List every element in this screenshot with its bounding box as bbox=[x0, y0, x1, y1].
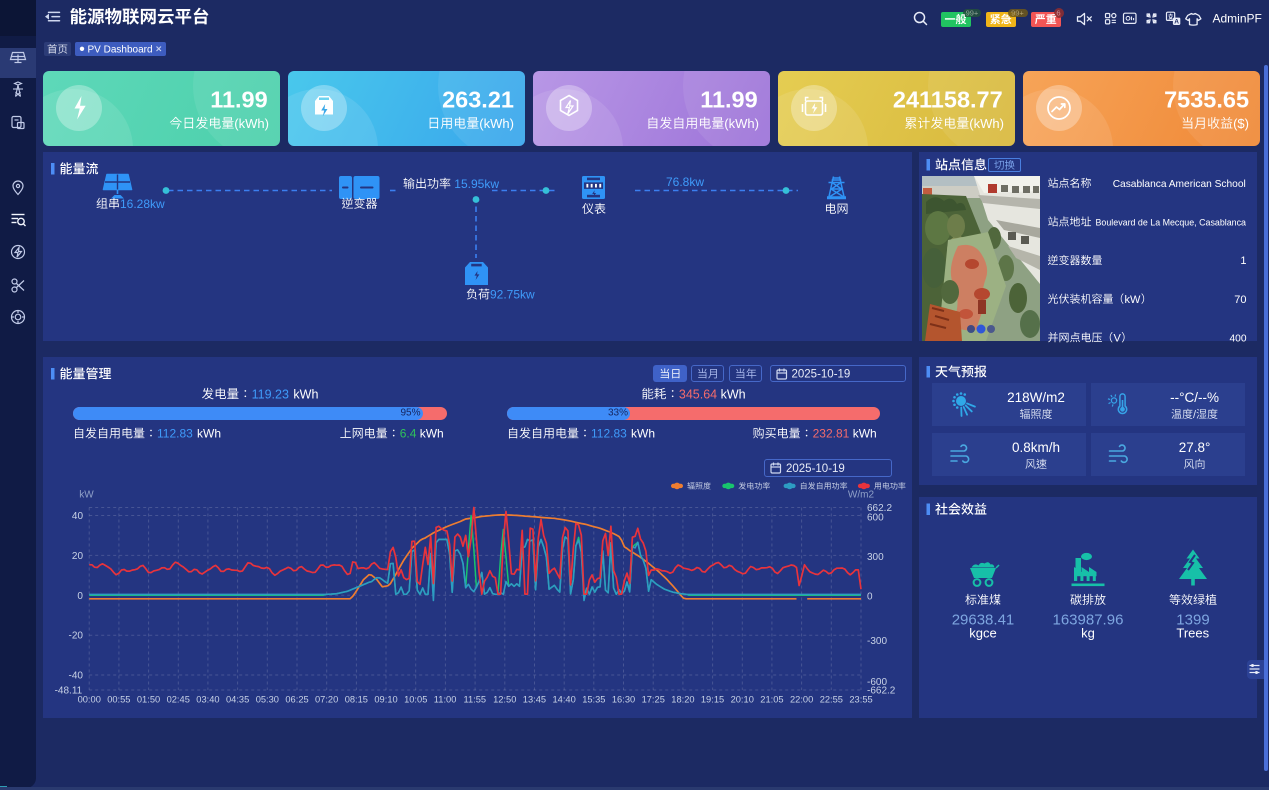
svg-text:-600: -600 bbox=[867, 677, 887, 688]
svg-text:03:40: 03:40 bbox=[196, 695, 219, 705]
svg-text:29638.41: 29638.41 bbox=[952, 612, 1015, 629]
svg-text:15.95kw: 15.95kw bbox=[454, 177, 499, 191]
svg-text:22:55: 22:55 bbox=[820, 695, 843, 705]
svg-text:kg: kg bbox=[1081, 626, 1095, 641]
svg-text:11:55: 11:55 bbox=[464, 695, 487, 705]
svg-text:kW: kW bbox=[79, 490, 94, 501]
svg-text:V: V bbox=[1114, 332, 1122, 344]
svg-text:70: 70 bbox=[1234, 294, 1246, 306]
svg-text:-20: -20 bbox=[69, 631, 84, 642]
svg-text:0.8km/h: 0.8km/h bbox=[1012, 440, 1060, 455]
svg-text:99+: 99+ bbox=[966, 8, 979, 17]
svg-text:112.83: 112.83 bbox=[591, 427, 627, 441]
svg-text:2025-10-19: 2025-10-19 bbox=[786, 463, 845, 475]
svg-text:21:05: 21:05 bbox=[760, 695, 783, 705]
svg-text:0: 0 bbox=[77, 591, 83, 602]
svg-text:--°C/--%: --°C/--% bbox=[1170, 390, 1219, 405]
svg-text:163987.96: 163987.96 bbox=[1053, 612, 1124, 629]
svg-text:99+: 99+ bbox=[1011, 8, 1024, 17]
svg-text:18:20: 18:20 bbox=[671, 695, 694, 705]
svg-text:/: / bbox=[1193, 409, 1197, 421]
svg-text:AdminPF: AdminPF bbox=[1213, 12, 1262, 26]
svg-text:Boulevard de La Mecque, Casabl: Boulevard de La Mecque, Casablanca bbox=[1096, 218, 1247, 228]
svg-text:kWh: kWh bbox=[293, 387, 318, 401]
svg-text:400: 400 bbox=[1230, 333, 1247, 344]
svg-text:($): ($) bbox=[1233, 116, 1249, 131]
svg-text:(kWh): (kWh) bbox=[724, 116, 759, 131]
svg-text:00:55: 00:55 bbox=[107, 695, 130, 705]
svg-text:15:35: 15:35 bbox=[582, 695, 605, 705]
svg-text:17:25: 17:25 bbox=[642, 695, 665, 705]
svg-text:2025-10-19: 2025-10-19 bbox=[792, 369, 851, 381]
svg-text:20: 20 bbox=[72, 551, 84, 562]
svg-text:11.99: 11.99 bbox=[210, 86, 268, 112]
svg-text:(kWh): (kWh) bbox=[969, 116, 1004, 131]
svg-text:10:05: 10:05 bbox=[404, 695, 427, 705]
svg-text:W/m2: W/m2 bbox=[848, 490, 875, 501]
svg-text:241158.77: 241158.77 bbox=[893, 86, 1003, 112]
svg-text:7535.65: 7535.65 bbox=[1164, 86, 1249, 112]
svg-text:300: 300 bbox=[867, 552, 884, 563]
svg-text:A: A bbox=[1174, 19, 1179, 26]
svg-text:6: 6 bbox=[1056, 9, 1060, 18]
svg-text:-40: -40 bbox=[69, 671, 84, 682]
svg-text:112.83: 112.83 bbox=[157, 427, 193, 441]
svg-text:1: 1 bbox=[1240, 255, 1246, 267]
svg-text:Casablanca American School: Casablanca American School bbox=[1113, 179, 1246, 190]
svg-text:232.81: 232.81 bbox=[813, 427, 850, 441]
svg-text:(kWh): (kWh) bbox=[479, 116, 514, 131]
svg-text:95%: 95% bbox=[401, 407, 421, 418]
svg-text:92.75kw: 92.75kw bbox=[490, 288, 535, 302]
svg-text:6.4: 6.4 bbox=[400, 427, 417, 441]
svg-text:218W/m2: 218W/m2 bbox=[1007, 390, 1065, 405]
svg-text:12:50: 12:50 bbox=[493, 695, 516, 705]
svg-text:263.21: 263.21 bbox=[442, 86, 514, 112]
svg-text:01:50: 01:50 bbox=[137, 695, 160, 705]
svg-text:119.23: 119.23 bbox=[252, 387, 289, 401]
svg-text:05:30: 05:30 bbox=[256, 695, 279, 705]
svg-text:kWh: kWh bbox=[631, 427, 655, 441]
svg-text:09:10: 09:10 bbox=[374, 695, 397, 705]
svg-text:14:40: 14:40 bbox=[553, 695, 576, 705]
svg-text:23:55: 23:55 bbox=[849, 695, 872, 705]
svg-text:662.2: 662.2 bbox=[867, 503, 892, 514]
svg-text:-662.2: -662.2 bbox=[867, 686, 896, 697]
svg-text:76.8kw: 76.8kw bbox=[666, 175, 704, 189]
svg-text:600: 600 bbox=[867, 513, 884, 524]
svg-text:kWh: kWh bbox=[721, 387, 746, 401]
svg-text:22:00: 22:00 bbox=[790, 695, 813, 705]
svg-text:33%: 33% bbox=[608, 407, 628, 418]
svg-text:16.28kw: 16.28kw bbox=[120, 197, 165, 211]
svg-text:07:20: 07:20 bbox=[315, 695, 338, 705]
svg-text:1399: 1399 bbox=[1176, 612, 1209, 629]
svg-text:13:45: 13:45 bbox=[523, 695, 546, 705]
svg-text:kW: kW bbox=[1125, 294, 1142, 306]
svg-text:11.99: 11.99 bbox=[700, 86, 758, 112]
svg-text:-48.11: -48.11 bbox=[55, 686, 83, 697]
svg-text:Trees: Trees bbox=[1176, 626, 1209, 641]
svg-text:(kWh): (kWh) bbox=[234, 116, 269, 131]
svg-text:PV Dashboard: PV Dashboard bbox=[88, 45, 153, 56]
svg-text:00:00: 00:00 bbox=[78, 695, 101, 705]
svg-text:04:35: 04:35 bbox=[226, 695, 249, 705]
svg-text:kWh: kWh bbox=[420, 427, 444, 441]
svg-text:06:25: 06:25 bbox=[285, 695, 308, 705]
svg-text:27.8°: 27.8° bbox=[1179, 440, 1211, 455]
svg-text:08:15: 08:15 bbox=[345, 695, 368, 705]
svg-text:345.64: 345.64 bbox=[679, 387, 717, 401]
svg-text:02:45: 02:45 bbox=[167, 695, 190, 705]
svg-text:40: 40 bbox=[72, 511, 84, 522]
svg-text:kgce: kgce bbox=[969, 626, 996, 641]
svg-text:kWh: kWh bbox=[853, 427, 877, 441]
svg-text:-300: -300 bbox=[867, 636, 887, 647]
svg-text:kWh: kWh bbox=[197, 427, 221, 441]
svg-text:16:30: 16:30 bbox=[612, 695, 635, 705]
svg-text:20:10: 20:10 bbox=[731, 695, 754, 705]
svg-text:0: 0 bbox=[867, 592, 873, 603]
svg-text:19:15: 19:15 bbox=[701, 695, 724, 705]
svg-text:11:00: 11:00 bbox=[434, 695, 457, 705]
